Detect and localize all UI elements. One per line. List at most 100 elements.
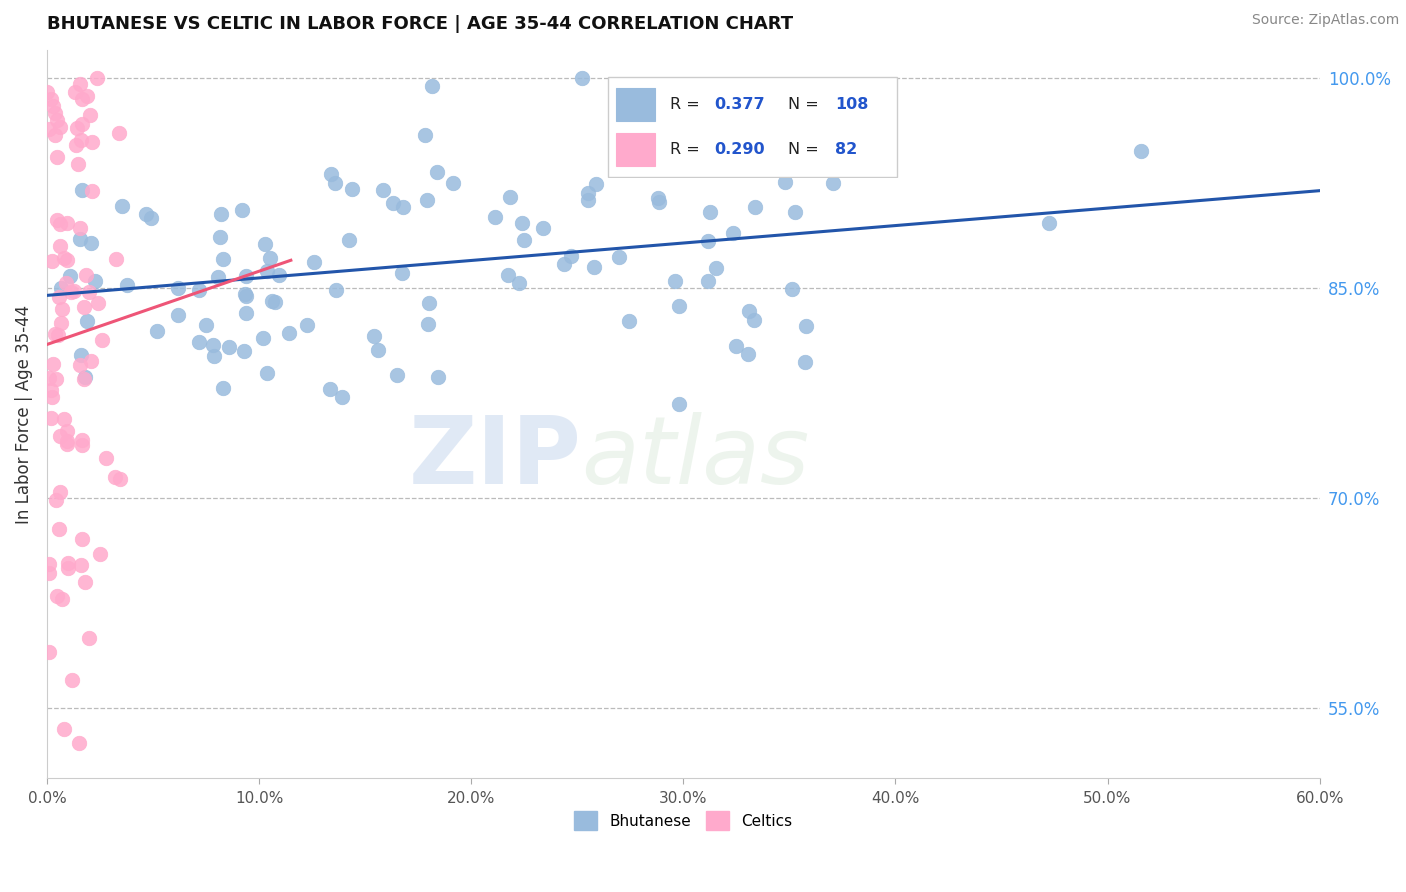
Point [53, 411, 76, 425]
Point [585, 177, 607, 191]
Point [38, 371, 60, 385]
Point [794, 355, 817, 369]
Point [697, 235, 720, 249]
Point [278, 326, 301, 340]
Point [73, 369, 96, 384]
Point [39, 411, 62, 425]
Point [699, 204, 721, 219]
Point [619, 314, 641, 328]
Point [52, 722, 75, 736]
Point [737, 346, 759, 360]
Point [77, 285, 100, 299]
Point [76, 88, 98, 103]
Point [84, 274, 107, 288]
Text: atlas: atlas [582, 412, 810, 503]
Text: ZIP: ZIP [409, 412, 582, 504]
Point [264, 295, 287, 310]
Point [202, 337, 225, 351]
Point [668, 299, 690, 313]
Y-axis label: In Labor Force | Age 35-44: In Labor Force | Age 35-44 [15, 304, 32, 524]
Point [780, 282, 803, 296]
Point [110, 472, 132, 486]
Point [49, 317, 72, 331]
Point [105, 252, 128, 266]
Text: N =: N = [787, 142, 824, 157]
Point [49, 485, 72, 500]
Point [211, 252, 233, 267]
Point [231, 203, 253, 218]
Point [45, 372, 67, 386]
Point [427, 370, 450, 384]
Point [499, 189, 522, 203]
Point [45, 492, 67, 507]
Text: BHUTANESE VS CELTIC IN LABOR FORCE | AGE 35-44 CORRELATION CHART: BHUTANESE VS CELTIC IN LABOR FORCE | AGE… [46, 15, 793, 33]
Point [70, 117, 93, 131]
Point [89, 547, 111, 561]
Point [80, 235, 103, 250]
Point [1038, 216, 1060, 230]
Point [253, 237, 276, 252]
Point [744, 313, 766, 327]
Point [46, 112, 69, 127]
Point [56, 424, 79, 438]
Point [56, 561, 79, 575]
Point [207, 269, 229, 284]
Point [72, 372, 94, 386]
Point [167, 281, 190, 295]
Point [86, 70, 108, 85]
Point [510, 215, 533, 229]
Point [145, 324, 167, 338]
Point [418, 296, 440, 310]
Point [209, 207, 232, 221]
Point [340, 181, 363, 195]
Point [60, 673, 83, 688]
Point [69, 358, 91, 372]
Point [56, 216, 79, 230]
Point [82, 135, 104, 149]
Point [70, 348, 93, 362]
Point [668, 397, 690, 411]
Point [59, 285, 82, 299]
Point [62, 285, 84, 299]
Point [235, 306, 257, 320]
Point [560, 249, 582, 263]
Point [496, 268, 519, 282]
Point [208, 230, 231, 244]
Point [571, 70, 593, 85]
Point [63, 86, 86, 100]
Point [363, 329, 385, 343]
Point [38, 122, 60, 136]
Point [623, 126, 645, 140]
Point [56, 556, 79, 570]
Point [49, 428, 72, 442]
Point [387, 368, 409, 383]
Point [42, 99, 65, 113]
Point [51, 302, 73, 317]
Point [484, 210, 506, 224]
Point [195, 318, 218, 332]
Point [53, 251, 76, 265]
Point [67, 156, 90, 170]
Point [233, 286, 256, 301]
Point [48, 120, 70, 134]
Point [235, 268, 257, 283]
Point [269, 268, 291, 282]
Point [785, 204, 807, 219]
Bar [616, 133, 655, 166]
Point [70, 438, 93, 452]
Point [508, 276, 530, 290]
Point [256, 264, 278, 278]
Point [337, 233, 360, 247]
Point [576, 186, 599, 200]
Point [367, 343, 389, 357]
Point [696, 274, 718, 288]
Point [382, 196, 405, 211]
Point [233, 344, 256, 359]
Point [295, 318, 318, 332]
Point [80, 354, 103, 368]
Point [302, 255, 325, 269]
Point [426, 164, 449, 178]
Point [45, 150, 67, 164]
Point [39, 92, 62, 106]
Point [647, 195, 669, 210]
